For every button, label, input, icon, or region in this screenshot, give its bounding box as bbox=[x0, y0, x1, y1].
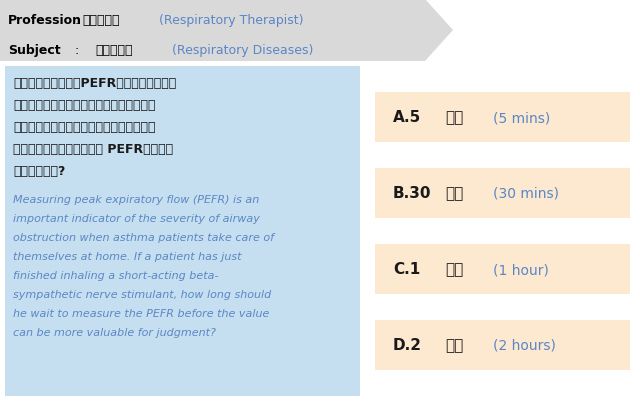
Text: 測量尖峰吐氣流量（PEFR）是氣喘病人居家: 測量尖峰吐氣流量（PEFR）是氣喘病人居家 bbox=[13, 77, 176, 90]
Text: 呼吸疾病學: 呼吸疾病學 bbox=[95, 44, 132, 57]
Text: (30 mins): (30 mins) bbox=[493, 186, 559, 200]
Text: obstruction when asthma patients take care of: obstruction when asthma patients take ca… bbox=[13, 233, 274, 242]
Text: (Respiratory Therapist): (Respiratory Therapist) bbox=[155, 14, 303, 27]
Bar bbox=[375, 244, 630, 294]
Text: 激劑時，需再等待多久測量 PEFR，數值會: 激劑時，需再等待多久測量 PEFR，數值會 bbox=[13, 143, 173, 156]
Bar bbox=[375, 168, 630, 219]
Text: 分鐘: 分鐘 bbox=[445, 186, 463, 201]
Bar bbox=[375, 93, 630, 143]
Text: (Respiratory Diseases): (Respiratory Diseases) bbox=[168, 44, 314, 57]
Text: 小時: 小時 bbox=[445, 262, 463, 277]
Text: B.30: B.30 bbox=[393, 186, 431, 201]
Text: 小時: 小時 bbox=[445, 338, 463, 352]
Text: (1 hour): (1 hour) bbox=[493, 262, 549, 276]
Text: sympathetic nerve stimulant, how long should: sympathetic nerve stimulant, how long sh… bbox=[13, 289, 271, 299]
Bar bbox=[375, 320, 630, 370]
Text: he wait to measure the PEFR before the value: he wait to measure the PEFR before the v… bbox=[13, 308, 269, 318]
Text: C.1: C.1 bbox=[393, 262, 420, 277]
Text: themselves at home. If a patient has just: themselves at home. If a patient has jus… bbox=[13, 251, 241, 261]
Text: important indicator of the severity of airway: important indicator of the severity of a… bbox=[13, 213, 260, 223]
Text: D.2: D.2 bbox=[393, 338, 422, 352]
Text: Subject: Subject bbox=[8, 44, 61, 57]
Text: :: : bbox=[75, 14, 83, 27]
Text: 呼吸治療師: 呼吸治療師 bbox=[82, 14, 120, 27]
Text: (5 mins): (5 mins) bbox=[493, 111, 550, 125]
Text: can be more valuable for judgment?: can be more valuable for judgment? bbox=[13, 327, 216, 337]
Text: finished inhaling a short-acting beta-: finished inhaling a short-acting beta- bbox=[13, 270, 218, 280]
Text: Measuring peak expiratory flow (PEFR) is an: Measuring peak expiratory flow (PEFR) is… bbox=[13, 194, 259, 205]
Text: 自我照護時，氣道阻塞嚴重度的重要指標。: 自我照護時，氣道阻塞嚴重度的重要指標。 bbox=[13, 99, 156, 112]
Text: Profession: Profession bbox=[8, 14, 82, 27]
Text: :: : bbox=[75, 44, 92, 57]
Text: (2 hours): (2 hours) bbox=[493, 338, 556, 352]
Text: 較有判斷價值?: 較有判斷價值? bbox=[13, 164, 65, 178]
Text: 需衛教病人若剛吸完短效型乙型交感神經刺: 需衛教病人若剛吸完短效型乙型交感神經刺 bbox=[13, 121, 156, 134]
Bar bbox=[0, 0, 425, 62]
Text: A.5: A.5 bbox=[393, 110, 421, 125]
Text: 分鐘: 分鐘 bbox=[445, 110, 463, 125]
Bar bbox=[5, 67, 360, 396]
Polygon shape bbox=[425, 0, 453, 62]
